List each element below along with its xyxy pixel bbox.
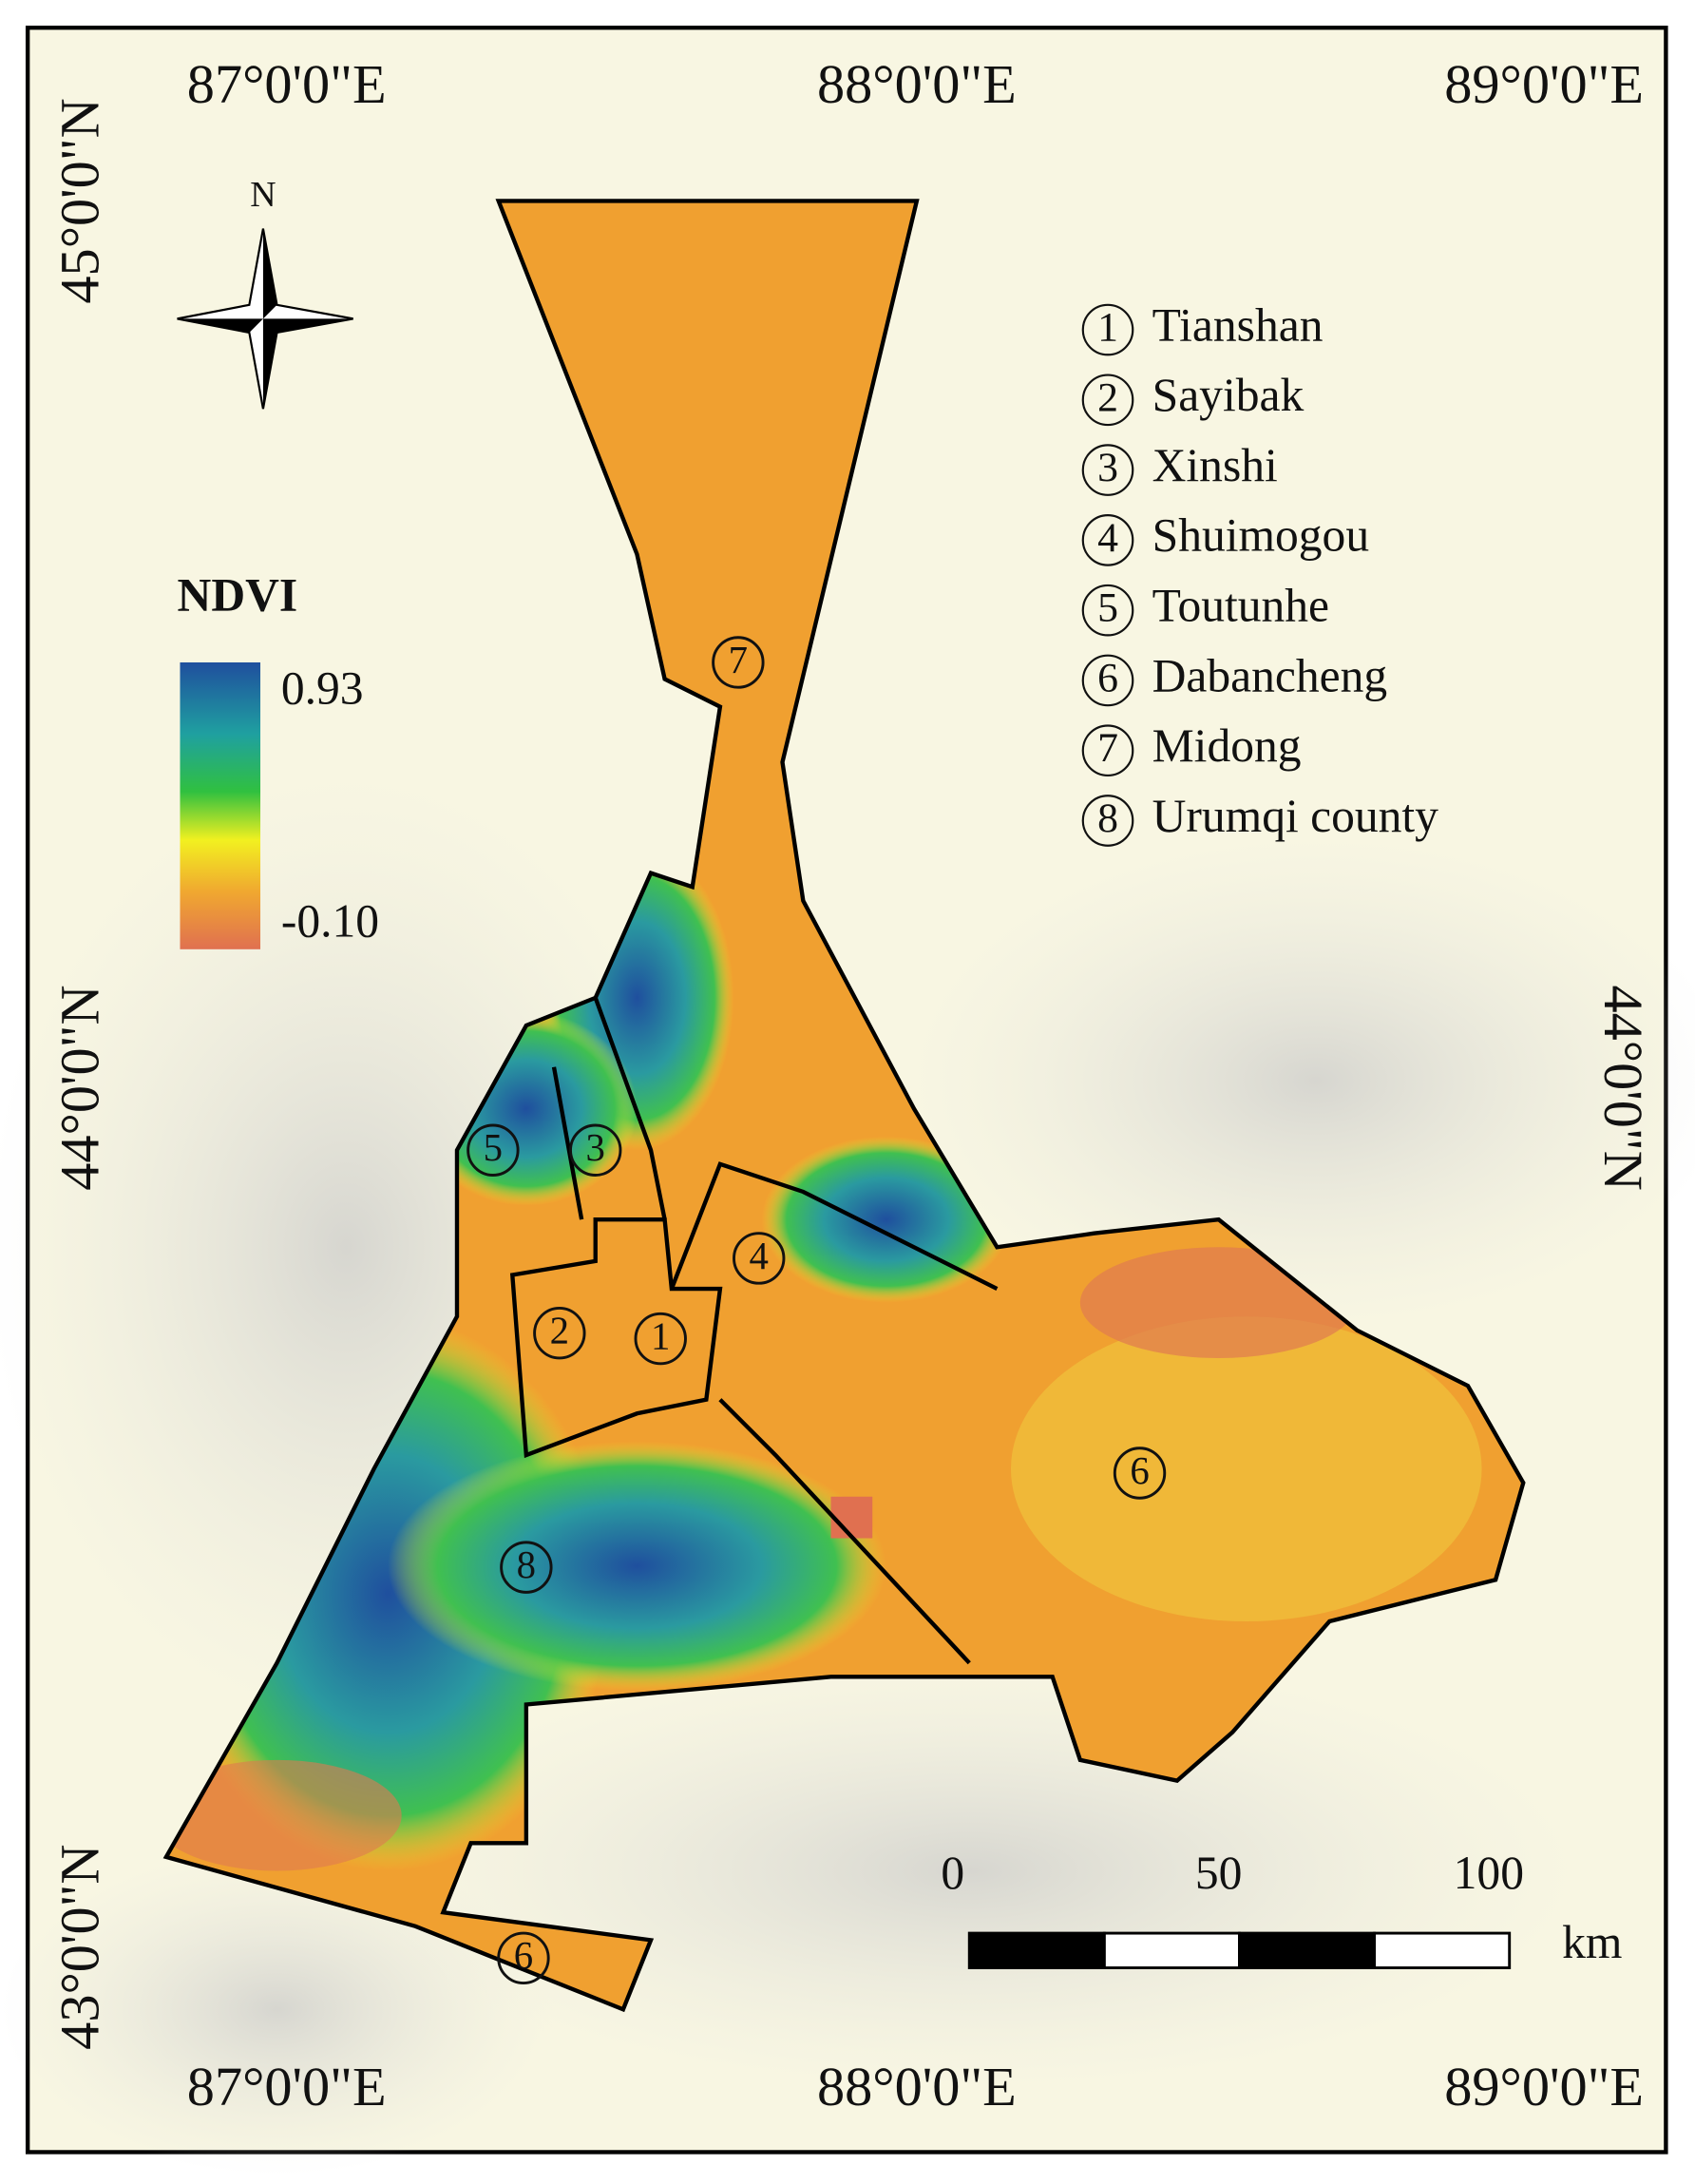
district-number: 7 xyxy=(1097,725,1118,771)
graticule-label: 44°0'0"N xyxy=(49,985,111,1190)
graticule-label: 88°0'0"E xyxy=(817,53,1017,115)
map-label: 5 xyxy=(484,1126,503,1169)
map-label: 3 xyxy=(586,1126,605,1169)
district-number-circle xyxy=(1081,584,1134,637)
district-number: 8 xyxy=(1097,795,1118,841)
district-name: Urumqi county xyxy=(1152,790,1439,842)
graticule-label: 89°0'0"E xyxy=(1444,53,1644,115)
graticule-label: 88°0'0"E xyxy=(817,2056,1017,2117)
scale-bar-label: 50 xyxy=(1195,1847,1243,1899)
district-number: 5 xyxy=(1097,585,1118,631)
map-label: 2 xyxy=(550,1310,569,1352)
north-label: N xyxy=(250,175,276,215)
district-name: Midong xyxy=(1152,719,1302,772)
district-name: Tianshan xyxy=(1152,298,1324,351)
district-boundaries xyxy=(162,199,1526,2013)
district-number-circle xyxy=(1081,444,1134,496)
district-number: 6 xyxy=(1097,655,1118,700)
map-label-circle xyxy=(733,1232,786,1285)
map-label: 1 xyxy=(651,1314,670,1357)
map-label: 8 xyxy=(517,1543,536,1586)
map-label: 4 xyxy=(750,1235,769,1277)
map-label-circle xyxy=(500,1541,553,1594)
district-number-circle xyxy=(1081,514,1134,566)
district-name: Dabancheng xyxy=(1152,649,1388,701)
legend-min: -0.10 xyxy=(281,894,379,947)
district-number: 1 xyxy=(1097,305,1118,351)
district-number: 3 xyxy=(1097,445,1118,490)
district-name: Sayibak xyxy=(1152,369,1305,421)
north-arrow xyxy=(177,228,353,410)
scale-bar-label: 0 xyxy=(941,1847,964,1899)
map-label-circle xyxy=(533,1307,586,1360)
district-number-circle xyxy=(1081,303,1134,356)
map-label: 6 xyxy=(1130,1449,1149,1492)
district-name: Shuimogou xyxy=(1152,509,1369,562)
legend-title: NDVI xyxy=(178,569,298,622)
district-number-circle xyxy=(1081,724,1134,777)
district-name: Xinshi xyxy=(1152,439,1278,491)
graticule-label: 45°0'0"N xyxy=(49,98,111,303)
scale-bar-segment xyxy=(967,1931,1106,1969)
legend-max: 0.93 xyxy=(281,661,364,714)
map-label: 7 xyxy=(729,639,748,681)
graticule-label: 89°0'0"E xyxy=(1444,2056,1644,2117)
map-label-circle xyxy=(712,636,765,689)
district-number: 4 xyxy=(1097,515,1118,561)
graticule-label: 87°0'0"E xyxy=(187,2056,387,2117)
map-label-circle xyxy=(497,1931,550,1985)
district-number-circle xyxy=(1081,795,1134,847)
district-number: 2 xyxy=(1097,374,1118,420)
legend-color-ramp xyxy=(180,661,261,949)
district-number-circle xyxy=(1081,654,1134,707)
district-name: Toutunhe xyxy=(1152,580,1329,632)
scale-bar-segment xyxy=(1238,1931,1377,1969)
graticule-label: 43°0'0"N xyxy=(49,1844,111,2049)
scale-unit: km xyxy=(1562,1916,1622,1968)
map-label: 6 xyxy=(514,1934,533,1977)
map-label-circle xyxy=(569,1123,622,1177)
map-label-circle xyxy=(1113,1446,1167,1500)
graticule-label: 87°0'0"E xyxy=(187,53,387,115)
graticule-label: 44°0'0"N xyxy=(1592,985,1654,1190)
map-label-circle xyxy=(634,1312,687,1366)
scale-bar-label: 100 xyxy=(1454,1847,1524,1899)
map-label-circle xyxy=(467,1123,520,1177)
scale-bar-segment xyxy=(1373,1931,1512,1969)
scale-bar-segment xyxy=(1102,1931,1241,1969)
district-number-circle xyxy=(1081,374,1134,427)
